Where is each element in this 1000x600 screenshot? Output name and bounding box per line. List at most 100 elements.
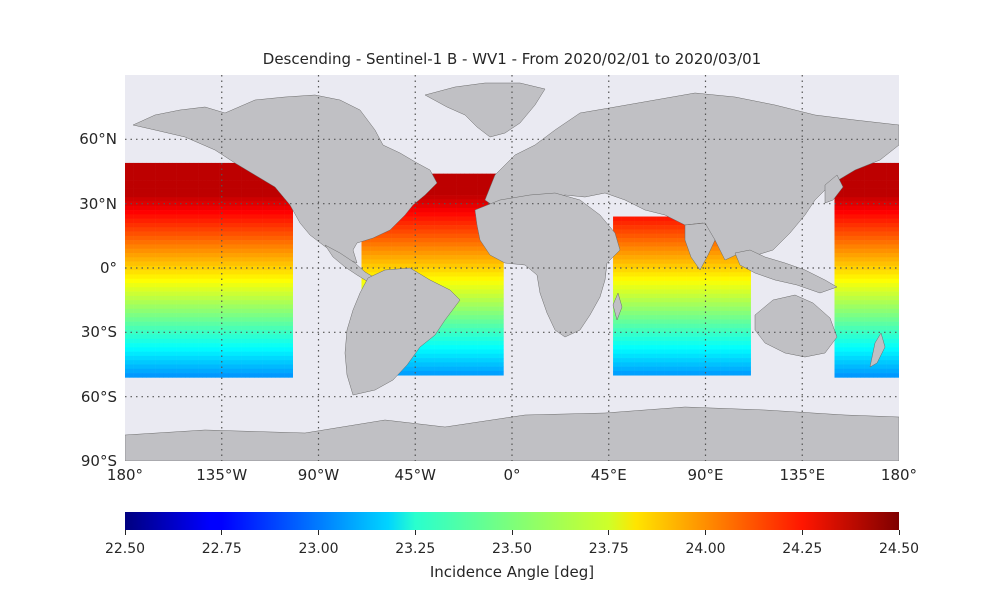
swath-cell-indian [729,285,734,290]
swath-cell-atlantic [473,259,478,265]
swath-cell-pacific-west [860,197,865,202]
swath-cell-pacific-east [266,235,272,241]
swath-cell-indian [707,276,713,282]
swath-cell-indian [630,298,635,303]
swath-cell-pacific-west [868,192,874,198]
swath-cell-indian [668,328,674,333]
swath-cell-atlantic [494,336,500,342]
swath-cell-indian [742,293,747,299]
swath-cell-indian [613,280,618,286]
swath-cell-atlantic [438,345,444,350]
swath-cell-pacific-west [838,227,844,232]
swath-cell-atlantic [473,336,478,342]
swath-cell-atlantic [370,268,375,273]
swath-cell-atlantic [447,323,453,329]
swath-cell-atlantic [464,302,470,307]
swath-cell-indian [711,315,717,320]
swath-cell-pacific-east [232,257,238,262]
swath-cell-indian [716,366,721,372]
swath-cell-pacific-east [288,355,293,361]
swath-cell-indian [694,268,700,273]
swath-cell-pacific-east [206,205,212,211]
swath-cell-pacific-east [202,257,207,262]
swath-cell-pacific-west [890,205,895,211]
swath-cell-atlantic [443,319,448,325]
swath-cell-indian [707,289,713,295]
swath-cell-pacific-east [232,355,238,361]
swath-cell-atlantic [434,199,440,204]
swath-cell-pacific-west [881,210,887,215]
swath-cell-pacific-east [271,338,276,344]
swath-cell-pacific-east [254,274,259,280]
swath-cell-indian [651,268,657,273]
swath-cell-indian [703,323,708,329]
swath-cell-atlantic [395,237,401,243]
swath-cell-pacific-west [864,210,870,215]
swath-cell-indian [746,323,751,329]
swath-cell-pacific-west [847,214,852,219]
swath-cell-atlantic [464,345,470,350]
swath-cell-pacific-east [189,167,195,172]
swath-cell-pacific-east [163,373,169,378]
swath-cell-pacific-east [176,188,182,194]
swath-cell-atlantic [490,319,496,325]
swath-cell-pacific-west [851,231,857,237]
swath-cell-atlantic [486,370,491,376]
swath-cell-pacific-west [851,192,857,198]
swath-cell-pacific-east [219,270,225,275]
swath-cell-atlantic [469,190,474,196]
swath-cell-atlantic [464,233,470,239]
swath-cell-indian [625,250,631,256]
swath-cell-pacific-east [279,252,285,258]
swath-cell-indian [686,255,691,260]
swath-cell-atlantic [481,195,487,200]
swath-cell-pacific-east [146,278,152,284]
swath-cell-pacific-east [155,291,160,297]
swath-cell-indian [651,237,657,243]
swath-cell-indian [686,319,691,325]
swath-cell-pacific-east [236,347,242,352]
swath-cell-pacific-west [868,222,874,228]
swath-cell-indian [711,255,717,260]
swath-cell-pacific-east [284,360,289,365]
swath-cell-indian [673,328,678,333]
swath-cell-pacific-east [232,244,238,249]
swath-cell-atlantic [469,358,474,363]
swath-cell-indian [694,310,700,316]
swath-cell-atlantic [395,246,401,252]
swath-cell-pacific-east [284,368,289,374]
swath-cell-pacific-east [271,368,276,374]
swath-cell-pacific-east [236,308,242,314]
swath-cell-atlantic [481,203,487,209]
swath-cell-indian [638,233,644,239]
swath-cell-pacific-west [843,235,848,241]
swath-cell-pacific-west [838,240,844,245]
swath-cell-atlantic [477,182,483,187]
swath-cell-indian [656,233,661,239]
swath-cell-indian [651,246,657,252]
swath-cell-pacific-east [223,210,229,215]
swath-cell-atlantic [434,340,440,346]
swath-cell-indian [630,362,635,367]
swath-cell-pacific-west [877,162,883,168]
swath-cell-indian [643,340,648,346]
swath-cell-pacific-east [211,347,216,352]
swath-cell-atlantic [434,220,440,226]
swath-cell-atlantic [499,370,504,376]
swath-cell-pacific-east [176,248,182,254]
swath-cell-indian [621,280,627,286]
swath-cell-pacific-east [176,347,182,352]
swath-cell-indian [625,246,631,252]
swath-cell-pacific-east [189,197,195,202]
swath-cell-atlantic [438,216,444,222]
swath-cell-indian [643,366,648,372]
swath-cell-indian [716,268,721,273]
swath-cell-pacific-east [254,231,259,237]
swath-cell-indian [613,358,618,363]
swath-cell-indian [621,229,627,234]
swath-cell-atlantic [438,195,444,200]
swath-cell-pacific-east [168,368,173,374]
swath-cell-pacific-east [258,265,263,271]
swath-cell-pacific-east [219,373,225,378]
swath-cell-atlantic [456,177,461,183]
